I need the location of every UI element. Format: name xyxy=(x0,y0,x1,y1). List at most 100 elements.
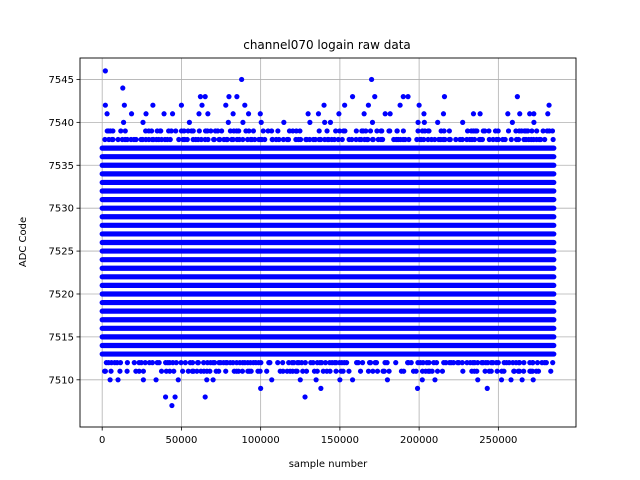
data-point xyxy=(248,368,254,374)
data-point xyxy=(324,128,330,134)
data-point xyxy=(420,360,426,366)
y-tick-label: 7510 xyxy=(49,375,74,386)
data-point xyxy=(153,377,159,383)
data-point xyxy=(432,377,438,383)
data-point xyxy=(115,136,121,143)
data-point xyxy=(429,368,435,374)
y-tick-label: 7525 xyxy=(49,247,74,258)
data-point xyxy=(397,102,403,108)
data-point xyxy=(180,368,186,374)
data-point xyxy=(331,136,337,143)
data-point xyxy=(219,128,225,134)
chart-title: channel070 logain raw data xyxy=(243,38,411,52)
data-level-band xyxy=(99,205,557,211)
data-point xyxy=(250,128,256,134)
y-axis-label: ADC Code xyxy=(18,217,29,267)
data-point xyxy=(199,102,205,108)
data-point xyxy=(365,136,371,143)
data-point xyxy=(549,128,556,134)
data-point xyxy=(447,136,453,143)
data-point xyxy=(414,385,421,391)
data-point xyxy=(342,128,348,134)
data-point xyxy=(167,368,173,374)
data-point xyxy=(194,368,200,374)
data-point xyxy=(370,136,376,143)
data-point xyxy=(230,360,236,366)
data-point xyxy=(208,128,214,134)
data-point xyxy=(185,368,191,374)
data-point xyxy=(464,128,471,134)
data-point xyxy=(335,136,341,143)
data-points xyxy=(99,68,557,409)
data-point xyxy=(372,94,378,100)
data-point xyxy=(486,128,492,134)
data-level-band xyxy=(99,325,557,331)
data-point xyxy=(162,394,169,400)
data-level-band xyxy=(99,291,557,297)
data-point xyxy=(530,360,536,366)
data-point xyxy=(495,136,502,143)
data-point xyxy=(195,360,201,366)
data-point xyxy=(297,377,303,383)
data-point xyxy=(128,111,135,117)
x-axis-ticks: 0 50000 100000 150000 200000 250000 xyxy=(99,427,517,446)
data-point xyxy=(262,136,268,143)
data-point xyxy=(297,128,303,134)
data-point xyxy=(120,85,126,91)
data-point xyxy=(257,368,263,374)
data-point xyxy=(453,136,459,143)
data-point xyxy=(482,128,488,134)
data-point xyxy=(379,128,385,134)
data-point xyxy=(178,102,185,108)
data-point xyxy=(217,136,223,143)
data-point xyxy=(495,128,501,134)
x-tick-label: 150000 xyxy=(321,435,359,446)
data-point xyxy=(521,368,527,374)
data-point xyxy=(471,136,478,143)
data-point xyxy=(322,360,329,366)
data-point xyxy=(102,102,108,108)
data-point xyxy=(269,377,275,383)
data-point xyxy=(302,394,308,400)
data-point xyxy=(280,136,286,143)
data-point xyxy=(344,360,350,366)
data-point xyxy=(421,119,427,125)
data-level-band xyxy=(99,188,557,194)
data-point xyxy=(182,360,188,366)
data-point xyxy=(531,119,537,125)
data-point xyxy=(315,111,322,117)
data-point xyxy=(169,402,175,409)
data-point xyxy=(169,111,176,117)
data-point xyxy=(300,368,306,374)
data-point xyxy=(525,128,531,134)
data-point xyxy=(486,136,492,143)
data-point xyxy=(133,136,139,143)
data-point xyxy=(365,102,372,108)
data-point xyxy=(416,102,422,108)
data-point xyxy=(181,128,187,134)
data-point xyxy=(230,136,236,143)
data-point xyxy=(150,102,156,108)
data-point xyxy=(285,136,292,143)
data-point xyxy=(223,102,229,108)
data-point xyxy=(102,368,109,374)
data-point xyxy=(475,360,481,366)
data-point xyxy=(501,368,507,374)
x-axis-label: sample number xyxy=(289,459,368,470)
data-point xyxy=(537,136,544,143)
y-tick-label: 7515 xyxy=(49,332,74,343)
data-point xyxy=(318,136,324,143)
data-point xyxy=(299,360,305,366)
y-tick-label: 7540 xyxy=(49,118,74,129)
data-level-band xyxy=(99,248,557,254)
data-point xyxy=(104,111,110,117)
data-point xyxy=(374,128,380,134)
x-tick-label: 100000 xyxy=(242,435,280,446)
data-point xyxy=(168,128,174,134)
data-point xyxy=(131,360,137,366)
data-point xyxy=(484,385,490,391)
data-point xyxy=(205,136,211,143)
data-point xyxy=(136,368,142,374)
data-point xyxy=(115,377,121,383)
data-point xyxy=(239,76,245,83)
